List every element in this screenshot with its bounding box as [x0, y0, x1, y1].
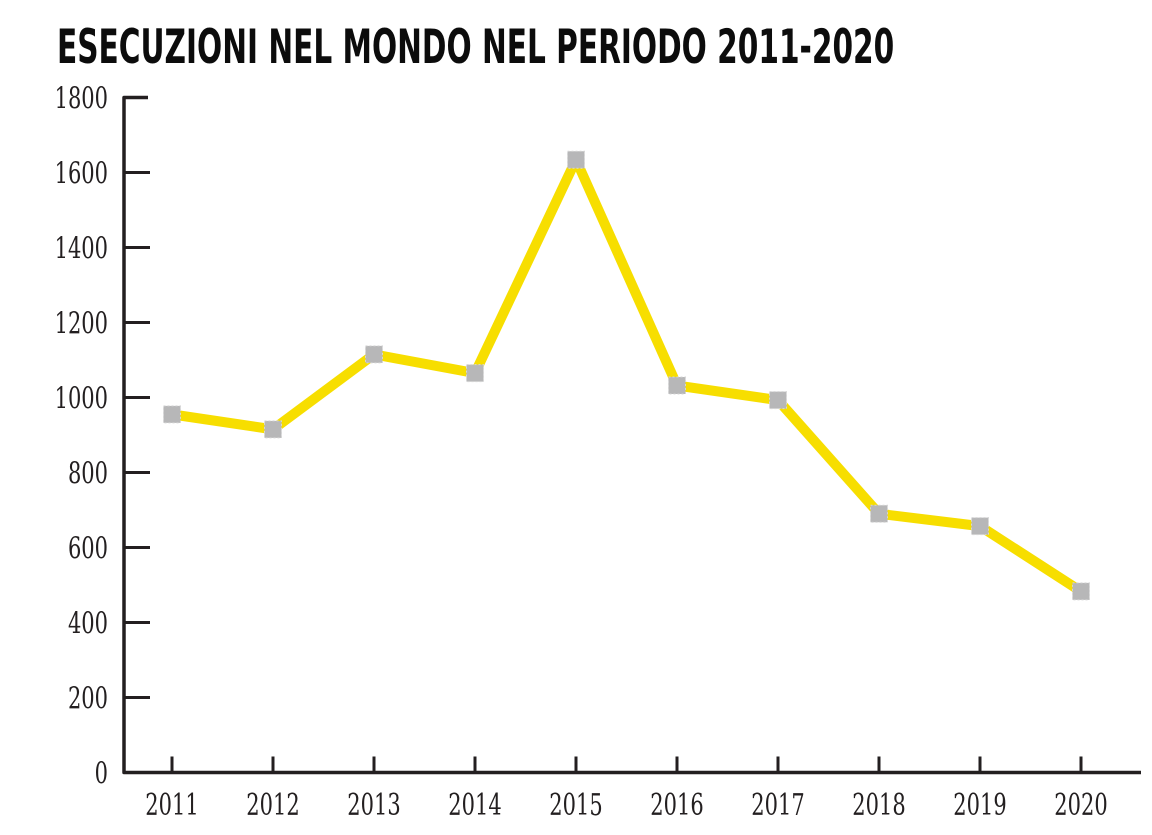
y-axis-label: 400: [68, 607, 108, 642]
data-point-marker: [365, 345, 383, 364]
x-axis-label: 2011: [145, 788, 198, 823]
y-axis-label: 800: [68, 457, 108, 492]
y-axis-label: 1800: [55, 82, 108, 117]
data-point-marker: [769, 391, 787, 410]
data-point-marker: [971, 517, 989, 536]
data-point-marker: [870, 504, 888, 523]
x-axis-label: 2020: [1054, 788, 1107, 823]
axis-frame: [122, 95, 1141, 775]
y-axis-label: 1400: [55, 232, 108, 267]
chart-title-text: ESECUZIONI NEL MONDO NEL PERIODO 2011-20…: [57, 20, 895, 75]
x-axis-label: 2014: [448, 788, 501, 823]
x-axis-label: 2016: [650, 788, 703, 823]
data-point-marker: [1072, 582, 1090, 601]
data-point-marker: [668, 376, 686, 395]
data-point-marker: [264, 420, 282, 439]
y-axis-label: 200: [68, 682, 108, 717]
data-line: [171, 154, 1084, 596]
x-axis-label: 2018: [852, 788, 905, 823]
x-axis-label: 2019: [953, 788, 1006, 823]
x-axis-label: 2017: [751, 788, 804, 823]
data-point-marker: [163, 405, 181, 424]
chart-title: ESECUZIONI NEL MONDO NEL PERIODO 2011-20…: [57, 24, 1152, 71]
x-axis-label: 2012: [246, 788, 299, 823]
data-point-marker: [466, 364, 484, 383]
y-axis-label: 1000: [55, 382, 108, 417]
y-axis-label: 1200: [55, 307, 108, 342]
y-axis-label: 1600: [55, 157, 108, 192]
y-axis-label: 0: [95, 757, 108, 792]
x-axis-label: 2013: [347, 788, 400, 823]
data-point-marker: [567, 150, 585, 169]
y-axis-label: 600: [68, 532, 108, 567]
x-axis-label: 2015: [549, 788, 602, 823]
